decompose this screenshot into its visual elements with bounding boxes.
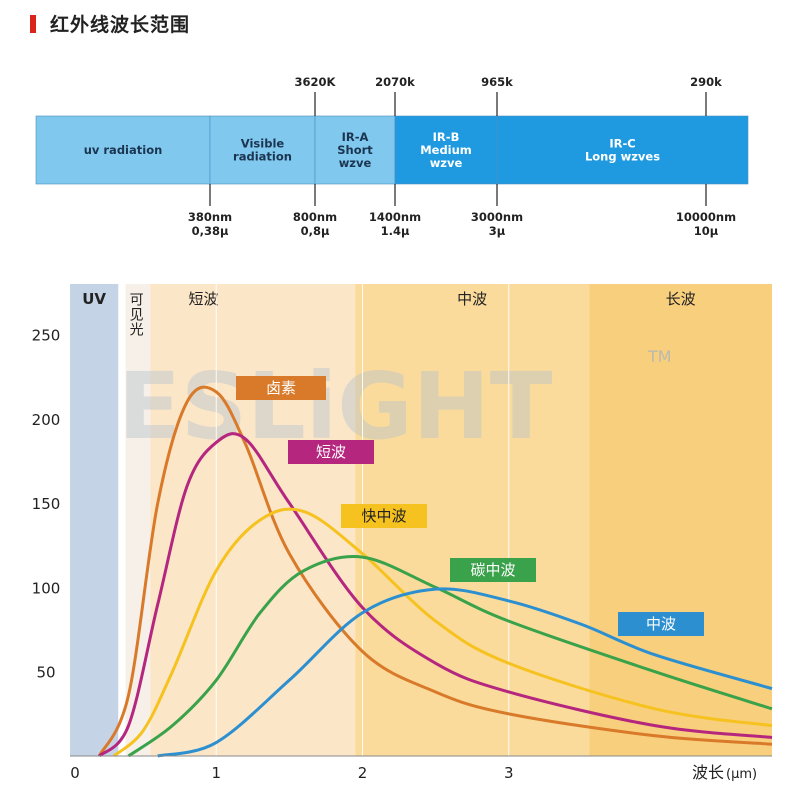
- header-accent-bar: [30, 14, 36, 33]
- series-label-box: [288, 440, 374, 464]
- spectrum-band-label: Medium: [420, 143, 472, 157]
- series-label: 中波: [646, 615, 676, 633]
- x-axis-unit: (μm): [726, 767, 757, 782]
- spectrum-top-tick-label: 3620K: [295, 75, 337, 89]
- spectrum-bottom-tick-mu: 0,38μ: [192, 224, 229, 238]
- series-label: 短波: [316, 443, 346, 461]
- x-axis-label: 波长: [692, 763, 724, 782]
- spectrum-diagram: uv radiation VisibleradiationIR-AShortwzv…: [35, 75, 749, 238]
- spectrum-bottom-tick-mu: 0,8μ: [301, 224, 330, 238]
- region-label: 可见光: [128, 292, 144, 337]
- series-line: [98, 432, 773, 758]
- region-label: 中波: [457, 290, 487, 308]
- spectrum-bottom-tick-nm: 3000nm: [471, 210, 523, 224]
- spectrum-top-tick-label: 290k: [690, 75, 722, 89]
- spectrum-band-label: radiation: [233, 150, 292, 164]
- spectrum-bottom-tick-mu: 10μ: [694, 224, 719, 238]
- spectrum-bottom-tick-nm: 800nm: [293, 210, 337, 224]
- region-band: [125, 284, 151, 756]
- spectrum-band: [35, 115, 211, 185]
- region-label: UV: [82, 290, 106, 308]
- y-tick-label: 200: [32, 411, 61, 429]
- y-tick-label: 50: [36, 664, 55, 682]
- series-label-box: [450, 558, 536, 582]
- series-line: [157, 587, 773, 758]
- region-label: 长波: [666, 290, 696, 308]
- spectrum-band-label: uv radiation: [84, 143, 163, 157]
- series-label: 卤素: [266, 379, 296, 397]
- series-label: 快中波: [361, 507, 406, 525]
- spectrum-band: [314, 115, 396, 185]
- series-line: [112, 507, 773, 758]
- spectrum-top-tick-label: 965k: [481, 75, 513, 89]
- spectrum-band-label: Short: [337, 143, 373, 157]
- spectrum-band-label: wzve: [339, 156, 372, 170]
- spectrum-bottom-tick-nm: 10000nm: [676, 210, 736, 224]
- x-tick-label: 1: [211, 764, 221, 782]
- y-tick-label: 150: [32, 495, 61, 513]
- spectrum-band-label: IR-C: [609, 137, 635, 151]
- y-tick-label: 100: [32, 579, 61, 597]
- spectrum-bottom-tick-nm: 380nm: [188, 210, 232, 224]
- spectrum-bottom-tick-mu: 1.4μ: [381, 224, 410, 238]
- spectrum-bottom-tick-nm: 1400nm: [369, 210, 421, 224]
- x-tick-label: 0: [70, 764, 80, 782]
- spectrum-band: [209, 115, 316, 185]
- spectrum-band-label: Long wzves: [585, 150, 660, 164]
- spectrum-band-label: wzve: [430, 156, 463, 170]
- page-header: 红外线波长范围: [30, 10, 190, 37]
- page-title: 红外线波长范围: [50, 14, 191, 36]
- series-label-box: [341, 504, 427, 528]
- series-label: 碳中波: [470, 561, 515, 579]
- series-line: [127, 554, 773, 758]
- series-line: [97, 385, 773, 757]
- spectrum-band: [496, 115, 749, 185]
- series-label-box: [236, 376, 326, 400]
- spectrum-band: [394, 115, 498, 185]
- x-tick-label: 3: [504, 764, 514, 782]
- spectrum-band-label: Visible: [241, 137, 285, 151]
- region-band: [70, 284, 119, 756]
- spectrum-top-tick-label: 2070k: [375, 75, 415, 89]
- spectrum-band-label: IR-A: [342, 130, 369, 144]
- spectrum-band-label: IR-B: [433, 130, 460, 144]
- region-label: 短波: [188, 290, 218, 308]
- x-tick-label: 2: [358, 764, 368, 782]
- y-tick-label: 250: [32, 327, 61, 345]
- region-band: [589, 284, 772, 756]
- spectrum-bottom-tick-mu: 3μ: [489, 224, 506, 238]
- series-label-box: [618, 612, 704, 636]
- watermark-tm: TM: [647, 347, 672, 366]
